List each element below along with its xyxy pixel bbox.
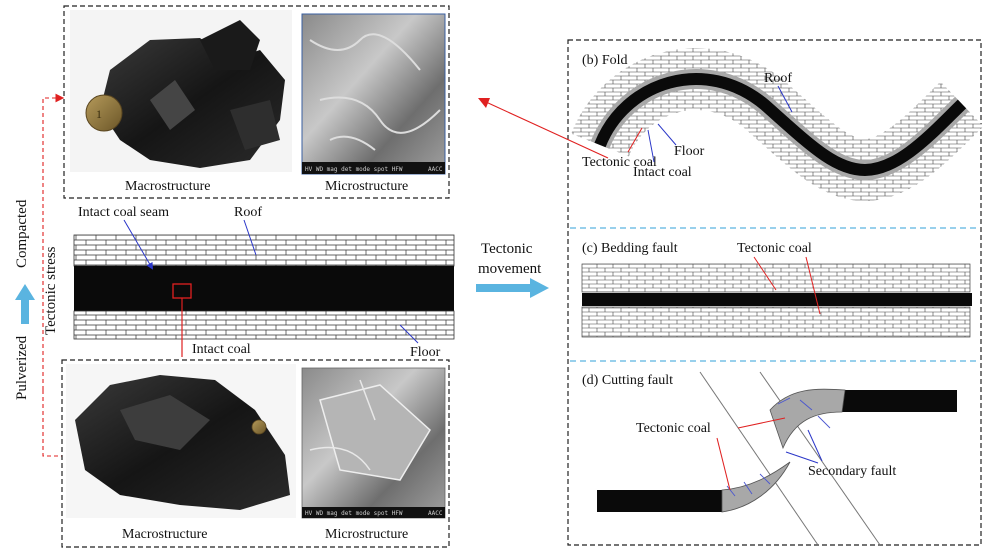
intact-coal-seam-label: Intact coal seam [78, 205, 169, 220]
micro-link-arrowhead [478, 98, 490, 108]
seam-floor-label: Floor [410, 345, 441, 360]
bedding-tectonic-coal-label: Tectonic coal [737, 241, 812, 256]
seam-floor-pointer [399, 324, 419, 344]
coin-icon-small [251, 419, 267, 435]
fold-roof-pointer [777, 85, 793, 113]
side-arrow-head [15, 284, 35, 300]
right-panel-frame [567, 39, 982, 546]
top-macro-photo: 1 [70, 10, 292, 172]
micro-to-fold-link [485, 101, 609, 159]
fold-title: (b) Fold [582, 53, 628, 68]
tectonic-movement-line1: Tectonic [481, 241, 533, 257]
seam-roof [73, 234, 455, 267]
side-arrow-shaft [21, 300, 29, 324]
cutting-pointer-lower [716, 437, 731, 491]
top-sem-bar-text: HV WD mag det mode spot HFW [305, 166, 403, 173]
seam-roof-label: Roof [234, 205, 262, 220]
movement-arrow-shaft [476, 284, 532, 292]
fold-intact-coal-pointer [647, 129, 655, 163]
red-dashed-link-bottom [42, 390, 62, 457]
fold-panel: (b) Fold Roof Floor Tectonic coal Intact… [571, 48, 984, 202]
bottom-micro-caption: Microstructure [325, 527, 408, 542]
cutting-coal-upper [842, 390, 957, 412]
bottom-micro-photo: HV WD mag det mode spot HFW AACC [301, 367, 446, 519]
bedding-floor [581, 306, 971, 338]
bedding-pointer-2 [805, 256, 821, 315]
top-micro-caption: Microstructure [325, 179, 408, 194]
top-photo-group: 1 HV WD mag det mode spot HFW AACC Macro… [63, 5, 450, 199]
tectonic-movement-arrow: Tectonic movement [476, 241, 549, 298]
top-macro-caption: Macrostructure [125, 179, 211, 194]
bedding-pointer-1 [753, 256, 777, 291]
bottom-macro-photo [66, 364, 296, 518]
secondary-fault-tick-6 [759, 473, 771, 485]
secondary-fault-pointer-2 [785, 451, 819, 464]
bottom-photo-group: HV WD mag det mode spot HFW AACC Macrost… [61, 359, 450, 548]
secondary-fault-tick-1 [777, 397, 791, 405]
movement-arrow-head [530, 278, 549, 298]
fold-intact-coal-label: Intact coal [633, 165, 692, 180]
cutting-coal-lower [597, 490, 722, 512]
bedding-title: (c) Bedding fault [582, 241, 678, 256]
top-micro-photo: HV WD mag det mode spot HFW AACC [301, 13, 446, 175]
secondary-fault-tick-5 [743, 481, 753, 495]
bedding-panel: (c) Bedding fault Tectonic coal [581, 241, 972, 338]
side-label-group: Pulverized Compacted Tectonic stress [14, 93, 65, 457]
cutting-title: (d) Cutting fault [582, 373, 673, 388]
compacted-label: Compacted [14, 199, 30, 268]
secondary-fault-pointer-1 [807, 429, 823, 462]
svg-text:1: 1 [96, 107, 102, 121]
intact-coal-seam-pointer [123, 219, 154, 270]
cutting-drag-lower [721, 461, 791, 513]
fold-tectonic-coal-label: Tectonic coal [582, 155, 657, 170]
cutting-pointer-upper [737, 417, 786, 429]
secondary-fault-tick-3 [817, 415, 831, 429]
cutting-drag-upper [769, 388, 846, 450]
bottom-sem-tag: AACC [428, 510, 443, 517]
bedding-roof [581, 263, 971, 293]
bottom-sem-bar-text: HV WD mag det mode spot HFW [305, 510, 403, 517]
red-dashed-link-top [42, 93, 65, 390]
bedding-coal [582, 293, 972, 306]
secondary-fault-tick-2 [799, 399, 813, 411]
intact-coal-label: Intact coal [192, 342, 251, 357]
seam-roof-pointer [243, 219, 257, 256]
pulverized-label: Pulverized [14, 335, 30, 400]
bottom-photo-frame [61, 359, 450, 548]
seam-group: Intact coal seam Roof Intact coal Floor [73, 205, 455, 360]
fault-plane-1 [699, 371, 819, 546]
fold-tectonic-coal-pointer [627, 127, 643, 153]
cutting-panel: (d) Cutting fault Tectonic coal Secondar… [582, 371, 957, 546]
fold-roof-label: Roof [764, 71, 792, 86]
secondary-fault-tick-4 [726, 485, 736, 497]
secondary-fault-label: Secondary fault [808, 464, 896, 479]
fold-floor-pointer [657, 123, 677, 146]
top-sem-tag: AACC [428, 166, 443, 173]
cutting-tectonic-coal-label: Tectonic coal [636, 421, 711, 436]
tectonic-stress-label: Tectonic stress [43, 246, 59, 335]
fold-floor-label: Floor [674, 144, 705, 159]
tectonic-movement-line2: movement [478, 261, 542, 277]
bottom-macro-caption: Macrostructure [122, 527, 208, 542]
fold-intact-coal [594, 73, 967, 177]
seam-floor [73, 310, 455, 340]
coin-icon [85, 94, 123, 132]
seam-coal [74, 266, 454, 311]
